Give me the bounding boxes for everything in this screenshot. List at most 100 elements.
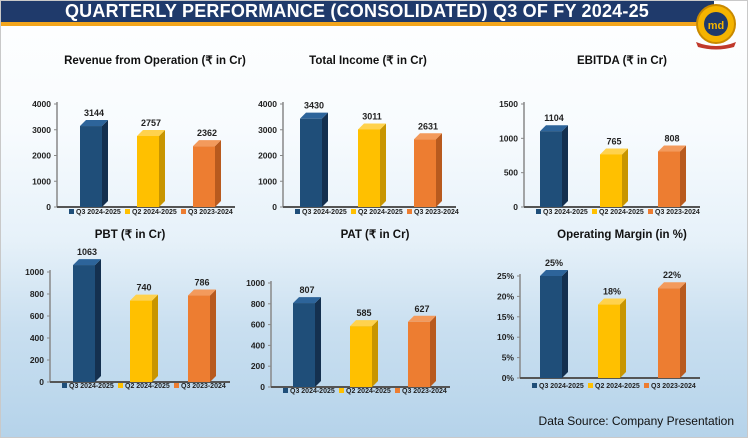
bar-top [130, 294, 158, 301]
chart-title: EBITDA (₹ in Cr) [577, 55, 667, 67]
y-tick-label: 600 [251, 320, 265, 330]
y-tick-label: 500 [504, 168, 518, 178]
bar-side [322, 112, 328, 207]
y-tick-label: 0 [46, 202, 51, 212]
legend-item: Q2 2024-2025 [132, 209, 177, 216]
legend-item: Q3 2024-2025 [539, 383, 584, 390]
bar-top [414, 133, 442, 140]
y-tick-label: 2000 [32, 151, 51, 161]
bar-side [562, 270, 568, 378]
company-seal-logo: md [696, 4, 736, 50]
bar-side [372, 320, 378, 387]
y-tick-label: 1000 [499, 133, 518, 143]
bar-q3-2024-2025 [300, 118, 322, 207]
y-tick-label: 1000 [32, 176, 51, 186]
legend-swatch [295, 209, 300, 214]
bar-top [188, 289, 216, 296]
bar-top [137, 130, 165, 137]
bar-q2-2024-2025 [350, 326, 372, 387]
y-tick-label: 600 [30, 311, 44, 321]
chart-1: Total Income (₹ in Cr) 0 1000 2000 3000 4000 3… [258, 55, 459, 216]
header-stripe [0, 22, 714, 26]
y-tick-label: 4000 [32, 99, 51, 109]
y-tick-label: 25% [497, 271, 514, 281]
legend-swatch [532, 383, 537, 388]
legend-item: Q3 2023-2024 [402, 388, 447, 395]
y-tick-label: 400 [251, 340, 265, 350]
data-source-note: Data Source: Company Presentation [538, 414, 734, 428]
bar-side [95, 259, 101, 382]
bar-q2-2024-2025 [358, 129, 380, 207]
bar-q3-2024-2025 [293, 303, 315, 387]
y-tick-label: 3000 [32, 125, 51, 135]
bar-side [436, 133, 442, 207]
data-label: 3144 [84, 108, 104, 118]
data-label: 1063 [77, 247, 97, 257]
legend-item: Q2 2024-2025 [346, 388, 391, 395]
chart-3: PBT (₹ in Cr) 0 200 400 600 800 1000 1063 740 786… [25, 229, 230, 390]
legend-swatch [118, 383, 123, 388]
data-label: 765 [606, 136, 621, 146]
bar-side [620, 298, 626, 378]
bar-side [562, 125, 568, 207]
legend-swatch [125, 209, 130, 214]
bar-q2-2024-2025 [130, 300, 152, 382]
y-tick-label: 0 [513, 202, 518, 212]
legend-item: Q3 2023-2024 [414, 209, 459, 216]
data-label: 807 [299, 285, 314, 295]
chart-title: Total Income (₹ in Cr) [309, 55, 427, 67]
y-tick-label: 2000 [258, 151, 277, 161]
legend-item: Q2 2024-2025 [599, 209, 644, 216]
data-label: 3430 [304, 101, 324, 111]
bar-side [622, 148, 628, 207]
legend-item: Q3 2023-2024 [655, 209, 700, 216]
legend-item: Q3 2024-2025 [302, 209, 347, 216]
y-tick-label: 1000 [258, 176, 277, 186]
bar-top [408, 315, 436, 322]
y-tick-label: 0 [39, 377, 44, 387]
bar-side [430, 315, 436, 387]
y-tick-label: 200 [251, 361, 265, 371]
legend-swatch [62, 383, 67, 388]
bar-q3-2023-2024 [193, 146, 215, 207]
data-label: 3011 [362, 111, 382, 121]
bar-side [102, 120, 108, 207]
legend-item: Q3 2023-2024 [188, 209, 233, 216]
y-tick-label: 0 [260, 382, 265, 392]
bar-side [380, 123, 386, 207]
legend-item: Q2 2024-2025 [595, 383, 640, 390]
legend-swatch [339, 388, 344, 393]
bar-q3-2024-2025 [73, 265, 95, 382]
chart-title: PAT (₹ in Cr) [341, 229, 410, 241]
legend-item: Q3 2023-2024 [651, 383, 696, 390]
bar-top [600, 148, 628, 155]
bar-top [658, 145, 686, 152]
data-label: 18% [603, 287, 621, 297]
legend-swatch [536, 209, 541, 214]
bar-side [680, 145, 686, 207]
bar-side [680, 282, 686, 378]
y-tick-label: 20% [497, 291, 514, 301]
bar-top [300, 112, 328, 119]
legend-item: Q2 2024-2025 [358, 209, 403, 216]
bar-side [215, 140, 221, 207]
y-tick-label: 0 [272, 202, 277, 212]
y-tick-label: 10% [497, 332, 514, 342]
legend-swatch [648, 209, 653, 214]
y-tick-label: 800 [251, 299, 265, 309]
legend-item: Q3 2024-2025 [290, 388, 335, 395]
legend-swatch [592, 209, 597, 214]
legend-item: Q3 2024-2025 [76, 209, 121, 216]
page-title: QUARTERLY PERFORMANCE (CONSOLIDATED) Q3 … [0, 0, 714, 22]
bar-top [350, 320, 378, 327]
y-tick-label: 0% [502, 373, 515, 383]
legend-item: Q3 2024-2025 [69, 383, 114, 390]
bar-top [293, 297, 321, 304]
bar-side [315, 297, 321, 387]
bar-q3-2023-2024 [658, 151, 680, 207]
bar-top [598, 298, 626, 305]
legend-swatch [283, 388, 288, 393]
legend-item: Q3 2024-2025 [543, 209, 588, 216]
legend-item: Q3 2023-2024 [181, 383, 226, 390]
